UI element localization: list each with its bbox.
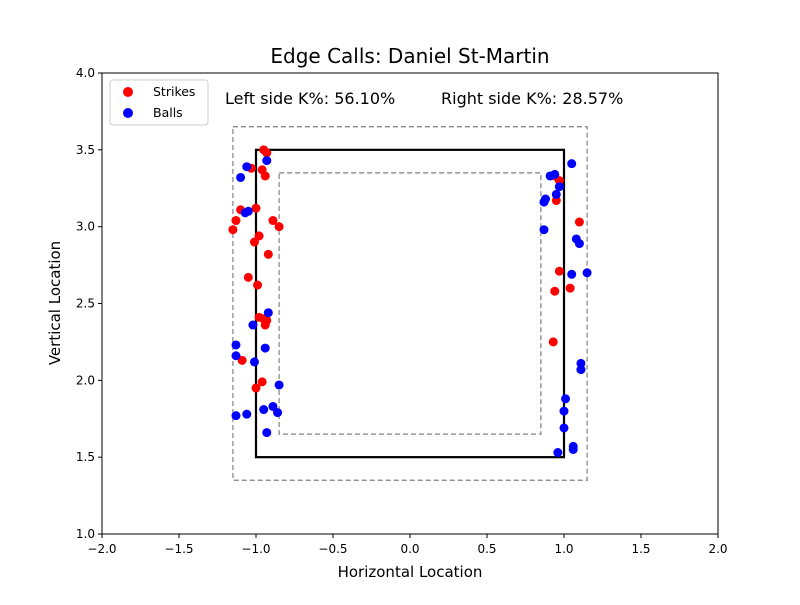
left-side-k-annotation: Left side K%: 56.10% [225, 89, 395, 108]
x-tick-label: −1.0 [241, 542, 270, 556]
strikes-point-21 [257, 377, 267, 387]
balls-point-7 [231, 340, 241, 350]
y-tick-label: 2.5 [76, 297, 95, 311]
balls-point-31 [576, 365, 586, 375]
balls-point-1 [242, 162, 252, 172]
y-tick-label: 3.5 [76, 143, 95, 157]
balls-point-13 [259, 405, 269, 415]
strikes-point-4 [260, 171, 270, 181]
strikes-point-10 [228, 225, 238, 235]
balls-point-6 [248, 320, 258, 330]
strikes-point-9 [274, 222, 284, 232]
balls-point-8 [260, 343, 270, 353]
strikes-point-6 [251, 203, 261, 213]
balls-point-36 [568, 444, 578, 454]
strikes-point-12 [249, 237, 259, 247]
strikes-point-19 [260, 320, 270, 330]
strikes-point-7 [231, 216, 241, 226]
balls-point-12 [268, 401, 278, 411]
balls-point-25 [539, 225, 549, 235]
strikes-point-30 [548, 337, 558, 347]
strikes-point-15 [253, 280, 263, 290]
balls-point-19 [550, 169, 560, 179]
x-tick-label: 0.0 [400, 542, 419, 556]
balls-point-20 [567, 159, 577, 169]
x-tick-label: 1.5 [631, 542, 650, 556]
y-tick-label: 4.0 [76, 66, 95, 80]
balls-point-32 [561, 394, 571, 404]
strikes-point-20 [237, 355, 247, 365]
points-layer [228, 145, 592, 458]
legend-label-strikes: Strikes [153, 84, 195, 99]
y-tick-label: 1.0 [76, 527, 95, 541]
strikes-point-29 [550, 286, 560, 296]
balls-point-9 [231, 351, 241, 361]
strikes-point-14 [243, 272, 253, 282]
balls-point-11 [274, 380, 284, 390]
balls-point-29 [567, 269, 577, 279]
legend-marker-strikes [123, 87, 133, 97]
legend-marker-balls [123, 108, 133, 118]
x-axis-label: Horizontal Location [338, 563, 483, 581]
ticks-layer: −2.0 −1.5 −1.0 −0.5 0.0 0.5 1.0 1.5 2.0 1.0 1.5 2.0… [76, 66, 728, 556]
strikes-point-27 [554, 266, 564, 276]
strikes-point-8 [268, 216, 278, 226]
zones-layer [232, 126, 588, 481]
strikes-point-22 [251, 383, 261, 393]
balls-point-17 [262, 428, 272, 438]
x-tick-label: 2.0 [708, 542, 727, 556]
strikes-point-11 [254, 231, 264, 241]
balls-point-5 [263, 308, 273, 318]
x-tick-label: −0.5 [318, 542, 347, 556]
x-tick-label: −1.5 [164, 542, 193, 556]
balls-point-24 [539, 197, 549, 207]
inner-edge-zone [278, 172, 542, 435]
balls-point-28 [582, 268, 592, 278]
balls-point-16 [231, 411, 241, 421]
x-tick-label: 1.0 [554, 542, 573, 556]
strike-zone [254, 148, 566, 459]
balls-point-15 [242, 409, 252, 419]
balls-point-37 [553, 448, 563, 458]
balls-point-4 [240, 208, 250, 218]
balls-point-21 [554, 182, 564, 192]
balls-point-27 [574, 239, 584, 249]
balls-point-10 [249, 357, 259, 367]
y-tick-label: 3.0 [76, 220, 95, 234]
balls-point-14 [273, 408, 283, 418]
balls-point-33 [559, 406, 569, 416]
legend-label-balls: Balls [153, 105, 183, 120]
balls-point-2 [236, 172, 246, 182]
legend-box [109, 79, 209, 126]
strikes-point-26 [574, 217, 584, 227]
chart-title: Edge Calls: Daniel St-Martin [270, 44, 549, 68]
legend: Strikes Balls [109, 79, 209, 126]
balls-point-22 [551, 189, 561, 199]
y-axis-label: Vertical Location [46, 241, 64, 365]
outer-edge-zone [232, 126, 588, 481]
strikes-point-13 [263, 249, 273, 259]
x-tick-label: −2.0 [87, 542, 116, 556]
balls-point-34 [559, 423, 569, 433]
strikes-point-1 [262, 148, 272, 158]
y-tick-label: 2.0 [76, 373, 95, 387]
y-tick-label: 1.5 [76, 450, 95, 464]
right-side-k-annotation: Right side K%: 28.57% [441, 89, 623, 108]
x-tick-label: 0.5 [477, 542, 496, 556]
strikes-point-28 [565, 283, 575, 293]
balls-point-0 [262, 156, 272, 166]
